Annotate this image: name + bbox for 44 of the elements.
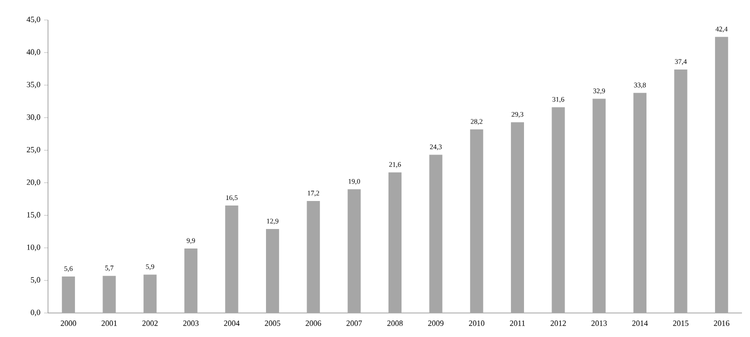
bar [184, 248, 198, 313]
bar [552, 107, 565, 313]
bar [266, 228, 280, 313]
y-tick-label: 5,0 [30, 277, 40, 284]
x-tick-label: 2009 [428, 320, 444, 326]
bar [306, 200, 320, 313]
x-tick-label: 2014 [632, 320, 648, 326]
x-tick-label: 2007 [346, 320, 362, 326]
y-tick-label: 45,0 [26, 16, 40, 24]
x-tick-label: 2002 [142, 320, 158, 326]
y-tick-label: 35,0 [26, 82, 40, 88]
bar [592, 98, 606, 313]
x-tick-label: 2012 [550, 320, 566, 326]
x-tick-label: 2006 [306, 320, 322, 326]
x-tick-label: 2011 [510, 320, 525, 326]
bar [715, 36, 728, 313]
x-tick-label: 2004 [224, 320, 240, 326]
x-tick-label: 2003 [183, 320, 199, 326]
x-tick-label: 2013 [591, 320, 607, 326]
y-tick-label: 15,0 [27, 212, 40, 219]
y-tick-label: 40,0 [26, 49, 40, 56]
x-tick-label: 2008 [387, 320, 403, 326]
x-tick-label: 2000 [60, 320, 76, 326]
y-tick-label: 20,0 [26, 179, 40, 186]
bar [348, 189, 361, 313]
bar [388, 172, 402, 313]
bar [470, 129, 484, 313]
bar [225, 206, 238, 313]
x-tick-label: 2005 [264, 320, 280, 326]
bar [633, 92, 646, 313]
bar [144, 274, 157, 313]
y-tick-label: 25,0 [26, 146, 40, 154]
bar [510, 122, 524, 313]
y-tick-label: 30,0 [26, 114, 40, 121]
y-tick-label: 10,0 [27, 244, 40, 252]
x-tick-label: 2015 [673, 320, 688, 326]
y-tick-label: 0,0 [30, 310, 40, 316]
bar [62, 276, 75, 313]
x-tick-label: 2001 [102, 320, 117, 326]
bar [102, 276, 116, 313]
bar [674, 69, 688, 313]
x-tick-label: 2016 [714, 320, 730, 326]
bar [429, 154, 442, 313]
x-tick-label: 2010 [468, 320, 484, 326]
